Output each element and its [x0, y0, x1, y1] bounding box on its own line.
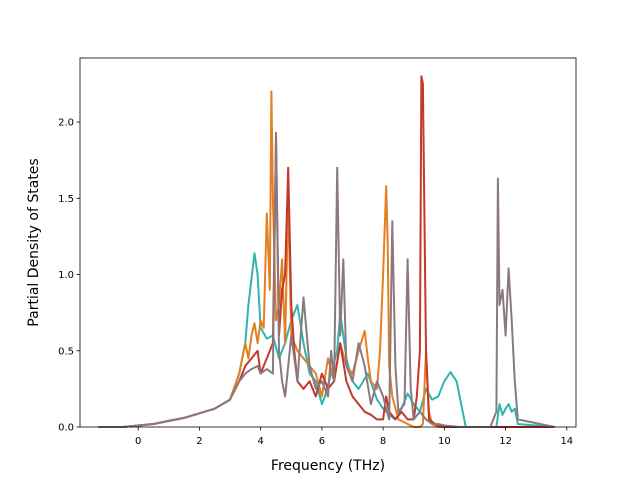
x-tick-label: 6	[319, 436, 325, 447]
x-axis-label: Frequency (THz)	[271, 458, 385, 474]
x-tick-label: 8	[380, 436, 386, 447]
x-axis: 0 2 4 6 8 10 12 14	[135, 427, 573, 447]
plot-area	[80, 58, 576, 427]
x-tick-label: 10	[438, 436, 451, 447]
axes-frame	[79, 57, 577, 428]
y-axis: 0.0 0.5 1.0 1.5 2.0	[58, 118, 80, 434]
x-tick-label: 14	[560, 436, 573, 447]
y-tick-label: 0.5	[58, 346, 74, 357]
y-tick-label: 1.0	[58, 270, 74, 281]
x-tick-label: 2	[196, 436, 202, 447]
y-axis-label: Partial Density of States	[26, 158, 42, 326]
y-tick-label: 2.0	[58, 118, 74, 129]
y-tick-label: 0.0	[58, 423, 74, 434]
x-tick-label: 4	[257, 436, 263, 447]
x-tick-label: 0	[135, 436, 141, 447]
x-tick-label: 12	[499, 436, 512, 447]
y-tick-label: 1.5	[58, 194, 74, 205]
